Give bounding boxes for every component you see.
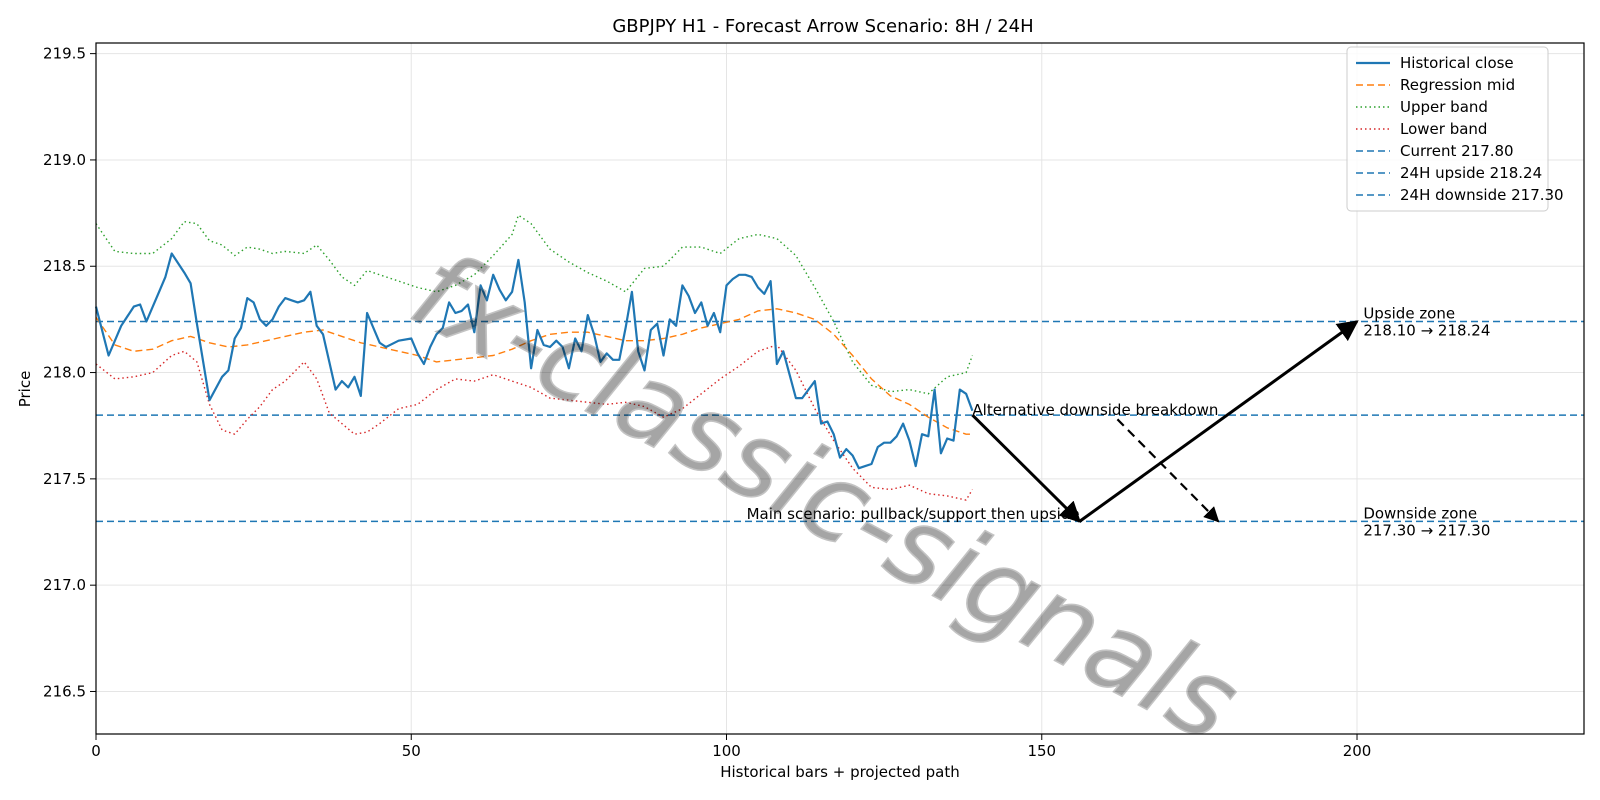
y-axis-label: Price [16,371,34,408]
series-line [95,344,974,501]
x-tick-label: 50 [402,742,421,760]
legend-label: Lower band [1400,120,1487,138]
legend-label: Regression mid [1400,76,1515,94]
x-axis-label: Historical bars + projected path [720,763,960,781]
alternative-scenario-arrow [1116,418,1220,523]
x-axis-ticks: 0 50 100 150 200 [91,734,1371,760]
scenario-annotation: Main scenario: pullback/support then ups… [747,505,1080,523]
legend-label: Historical close [1400,54,1514,72]
x-tick-label: 200 [1343,742,1372,760]
x-tick-label: 150 [1027,742,1056,760]
scenario-annotation: Alternative downside breakdown [972,401,1218,419]
series-lines [94,214,974,501]
legend-box [1346,46,1549,212]
watermark-text: fx-classic-signals [393,228,1258,767]
y-tick-label: 219.0 [43,151,86,169]
y-tick-label: 217.0 [43,576,86,594]
y-tick-label: 219.5 [43,45,86,63]
x-tick-label: 100 [712,742,741,760]
main-scenario-arrow [971,414,1082,523]
annotations: Main scenario: pullback/support then ups… [747,305,1491,540]
scenario-arrows [971,320,1359,523]
series-line [94,252,974,470]
y-tick-label: 218.5 [43,257,86,275]
x-tick-label: 0 [91,742,101,760]
main-scenario-arrow [1078,320,1359,523]
zone-range: 217.30 → 217.30 [1363,521,1490,539]
zone-label: Upside zone [1363,305,1455,323]
chart-title: GBPJPY H1 - Forecast Arrow Scenario: 8H … [612,16,1033,37]
zone-range: 218.10 → 218.24 [1363,322,1490,340]
plot-frame [95,42,1585,735]
reference-lines [96,320,1584,523]
legend: Historical close Regression mid Upper band… [1346,46,1564,212]
legend-label: Upper band [1400,98,1488,116]
zone-label: Downside zone [1363,504,1477,522]
y-tick-label: 217.5 [43,470,86,488]
legend-label: 24H downside 217.30 [1400,186,1564,204]
watermark: fx-classic-signals [392,227,1259,768]
legend-label: 24H upside 218.24 [1400,164,1542,182]
y-tick-label: 218.0 [43,364,86,382]
y-axis-ticks: 216.5 217.0 217.5 218.0 218.5 219.0 219.5 [43,45,96,700]
legend-label: Current 217.80 [1400,142,1514,160]
y-tick-label: 216.5 [43,682,86,700]
series-line [95,214,974,395]
